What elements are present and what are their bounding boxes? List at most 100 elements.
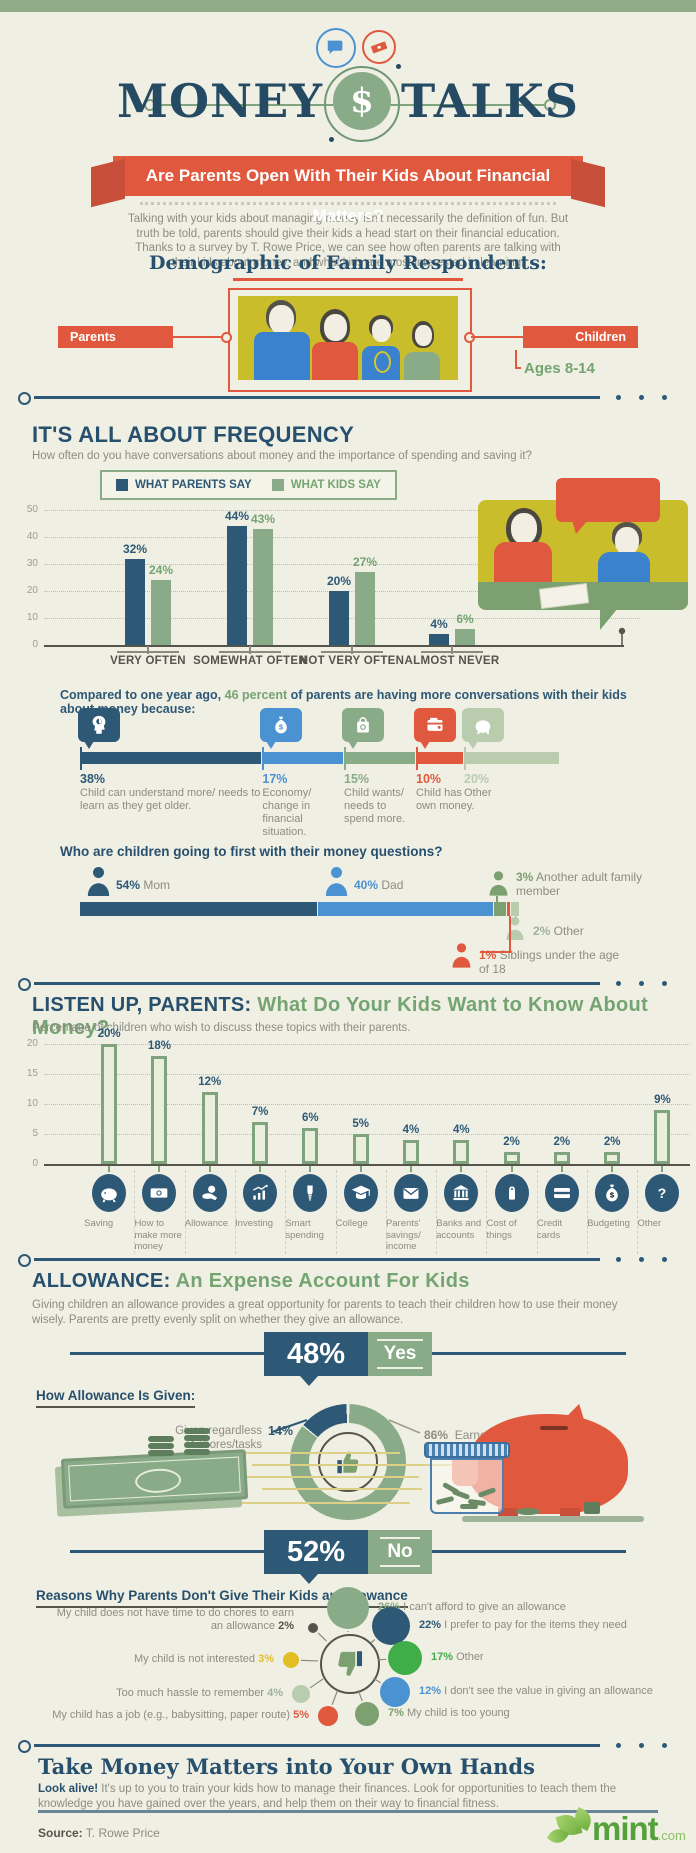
column-separator [436,1170,438,1254]
svg-text:$: $ [279,723,284,732]
mom-body [494,542,552,584]
banknote-icon [362,30,396,64]
section-divider-dot [662,981,667,986]
topic-bar [252,1122,269,1164]
banknote-icon [142,1174,177,1212]
section-divider-dot [639,1257,644,1262]
section-divider-dot [616,1257,621,1262]
compared-post: of parents are having more conversations… [60,688,627,716]
segment-tick-bottom [464,764,466,770]
topic-value-label: 18% [147,1040,171,1052]
compared-pre: Compared to one year ago, [60,688,225,702]
family-member-body [404,352,440,380]
segment-inline-label: 54% Mom [116,878,171,892]
allowance-title-green: An Expense Account For Kids [170,1270,470,1292]
y-tick-label: 10 [26,612,38,623]
y-tick-label: 30 [26,558,38,569]
allowance-paragraph: Giving children an allowance provides a … [32,1299,618,1326]
svg-text:$: $ [610,1191,615,1200]
piggy-bank-icon-bubble [462,708,504,742]
stacked-segment [506,902,511,916]
column-separator [587,1170,588,1254]
topic-name-label: Allowance [184,1218,229,1229]
reason-bubble-dot [355,1702,379,1726]
children-tag: Children [523,326,638,348]
section-divider-ring [18,1254,31,1267]
coin-stack [184,1442,210,1448]
bar-value-kids: 6% [456,611,474,626]
column-separator [637,1170,639,1254]
topic-tick [409,1166,412,1172]
money-bag-icon: $ [595,1174,630,1212]
topic-name-label: Credit cards [536,1218,563,1241]
legend-swatch-parents [116,479,128,491]
bubble-tail-green [600,608,618,630]
investing-icon [243,1174,278,1212]
person-icon [86,866,111,896]
topic-name-label: Investing [235,1218,274,1229]
x-category-label: VERY OFTEN [110,655,186,667]
topic-bar [604,1152,621,1164]
x-tick [451,646,453,654]
lightbulb-icon [293,1174,328,1212]
no-pct: 52% [264,1530,368,1574]
reason-bubble-dot [327,1587,369,1629]
section-divider-line [34,396,600,399]
orbit-dot [328,137,334,142]
column-separator [285,1170,287,1254]
yes-word: Yes [368,1332,432,1376]
coin-stack [184,1435,210,1441]
column-separator [234,1170,236,1254]
question-icon: ? [645,1174,680,1212]
x-category-label: ALMOST NEVER [404,655,500,667]
stacked-segment [80,902,317,916]
column-separator [335,1170,337,1254]
how-given-title: How Allowance Is Given: [36,1388,196,1408]
x-tick [147,646,149,654]
shirt-ellipse [374,351,391,373]
listen-subtitle: Percentage of children who wish to discu… [32,1022,411,1034]
x-axis-line [44,645,624,647]
reason-pct: 22% [419,1619,442,1631]
segment-pct-label: 38% [80,772,106,786]
section-divider-ring [18,392,31,405]
topic-name-label: How to make more money [134,1218,182,1252]
topic-name-label: Banks and accounts [436,1218,482,1241]
mom-head [511,513,537,544]
gridline [44,510,640,511]
column-separator [134,1170,136,1254]
stacked-segment [317,902,493,916]
section-divider-dot [639,981,644,986]
bar-parents [429,634,449,645]
closing-lead: Look alive! [38,1783,99,1795]
section-divider-dot [662,1257,667,1262]
source-value: T. Rowe Price [82,1826,160,1840]
no-badge-tail [300,1574,318,1584]
jar-lid [424,1442,510,1458]
children-ages-label: Ages 8-14 [524,360,595,377]
section-divider-dot [616,981,621,986]
segment-pct-label: 15% [344,772,370,786]
dollar-bill [60,1449,249,1509]
segment-pct: 40% [354,878,379,892]
bar-value-kids: 24% [148,563,174,578]
x-bracket [421,651,483,653]
reason-label-right: 22% I prefer to pay for the items they n… [419,1619,627,1631]
topic-name-label: Saving [84,1218,114,1229]
title-talks: TALKS [400,74,579,128]
x-bracket [117,651,179,653]
topic-tick [108,1166,111,1172]
segment-tick-bottom [416,764,418,770]
reason-pct: 5% [293,1709,309,1721]
segment-inline-label: 1% Siblings under the age of 18 [479,948,620,976]
hand-coin-icon [192,1174,227,1212]
orbit-dot [395,64,401,69]
wallet-icon-bubble [414,708,456,742]
section-divider-line [34,1744,600,1747]
reason-label-left: My child does not have time to do chores… [56,1607,294,1632]
legend-swatch-kids [271,479,284,491]
reason-pct: 17% [431,1651,454,1663]
reason-label-right: 17% Other [431,1651,484,1663]
earned-pct: 86% [424,1428,449,1442]
listen-title-green: What Do Your Kids Want to Know About Mon… [32,994,649,1039]
